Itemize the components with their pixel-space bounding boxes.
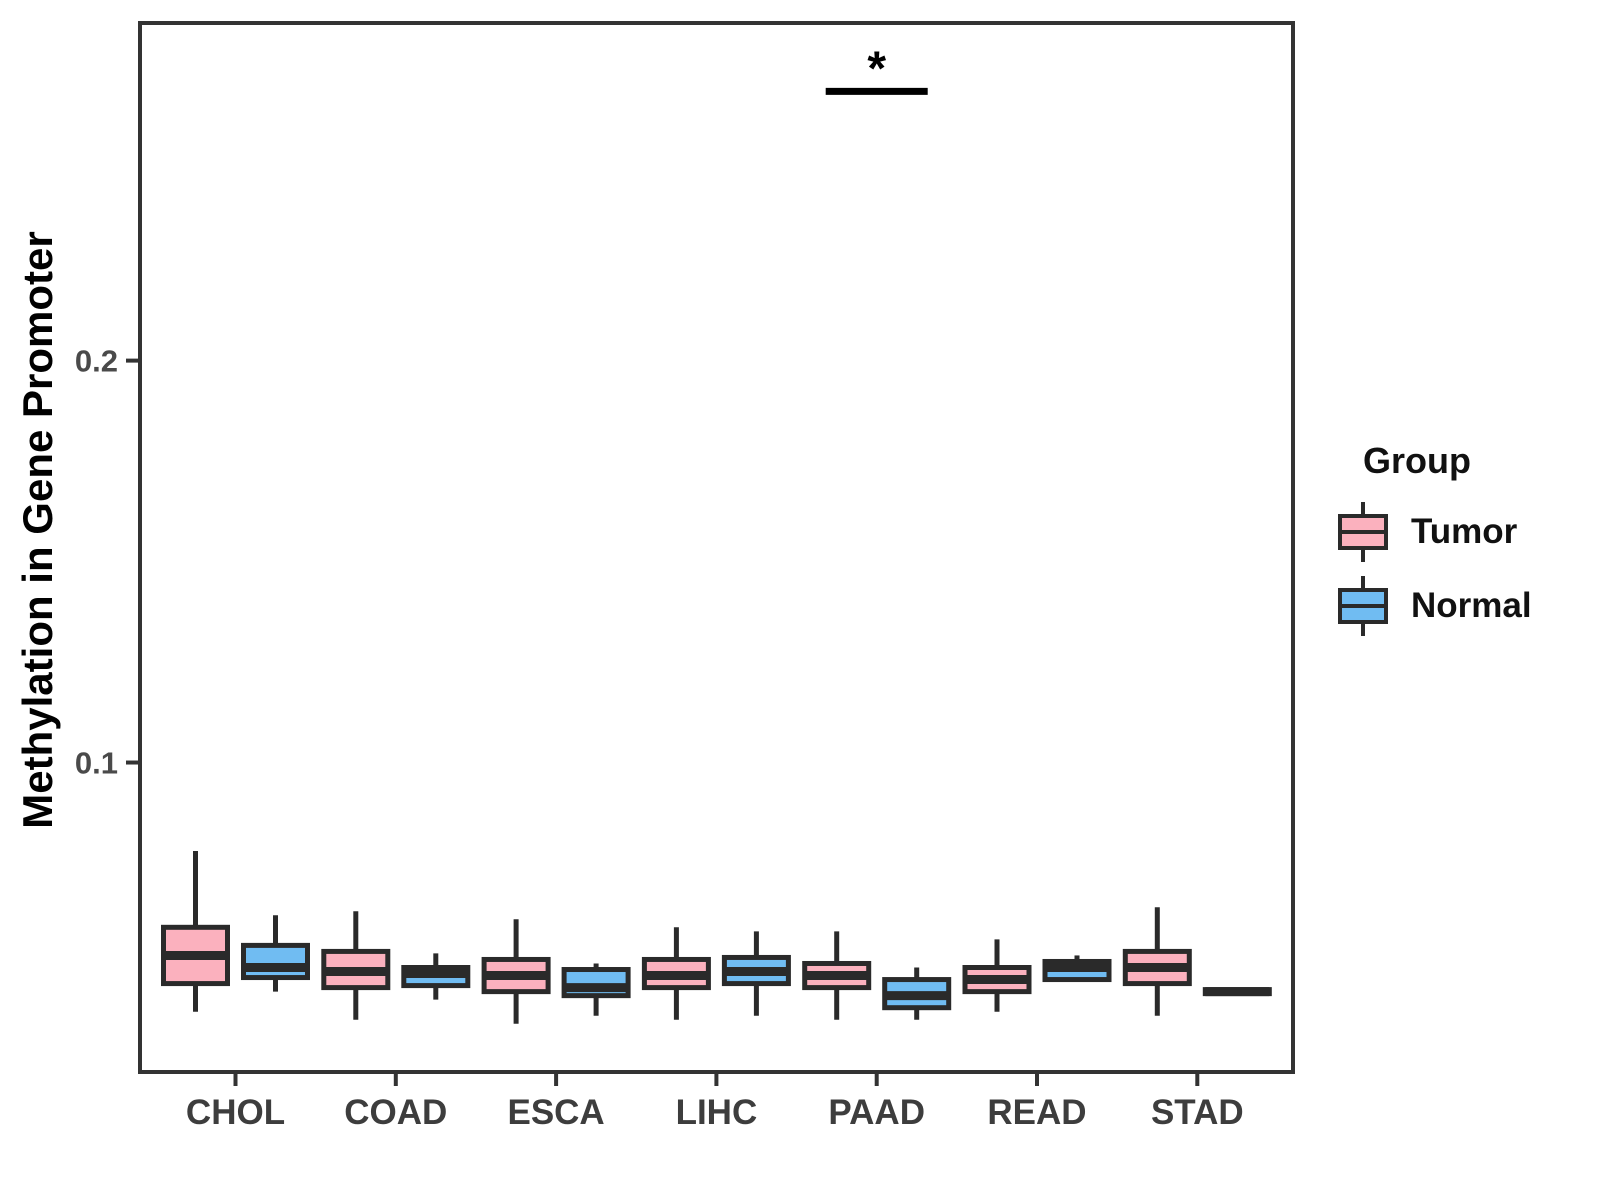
- x-axis-label-PAAD: PAAD: [828, 1093, 925, 1132]
- legend-title: Group: [1363, 440, 1471, 481]
- normal-boxplot-key-icon: [1338, 576, 1388, 636]
- legend-label-normal: Normal: [1411, 586, 1532, 625]
- x-axis-label-ESCA: ESCA: [507, 1093, 604, 1132]
- y-axis-title: Methylation in Gene Promoter: [14, 231, 61, 829]
- y-axis-tick-label-0.2: 0.2: [75, 344, 118, 379]
- legend-label-tumor: Tumor: [1411, 512, 1518, 551]
- legend: Group Tumor Normal: [1335, 440, 1532, 648]
- x-axis-label-READ: READ: [987, 1093, 1086, 1132]
- x-axis-label-LIHC: LIHC: [676, 1093, 758, 1132]
- x-axis-label-CHOL: CHOL: [186, 1093, 285, 1132]
- panel-border: [138, 21, 1295, 1074]
- y-axis-tick-label-0.1: 0.1: [75, 746, 118, 781]
- box-Normal-CHOL: [241, 942, 310, 981]
- tumor-boxplot-key-icon: [1338, 502, 1388, 562]
- legend-entry-tumor: Tumor: [1335, 500, 1532, 564]
- significance-asterisk: *: [867, 42, 886, 95]
- x-axis-label-COAD: COAD: [344, 1093, 447, 1132]
- x-axis-label-STAD: STAD: [1151, 1093, 1244, 1132]
- legend-entry-normal: Normal: [1335, 574, 1532, 638]
